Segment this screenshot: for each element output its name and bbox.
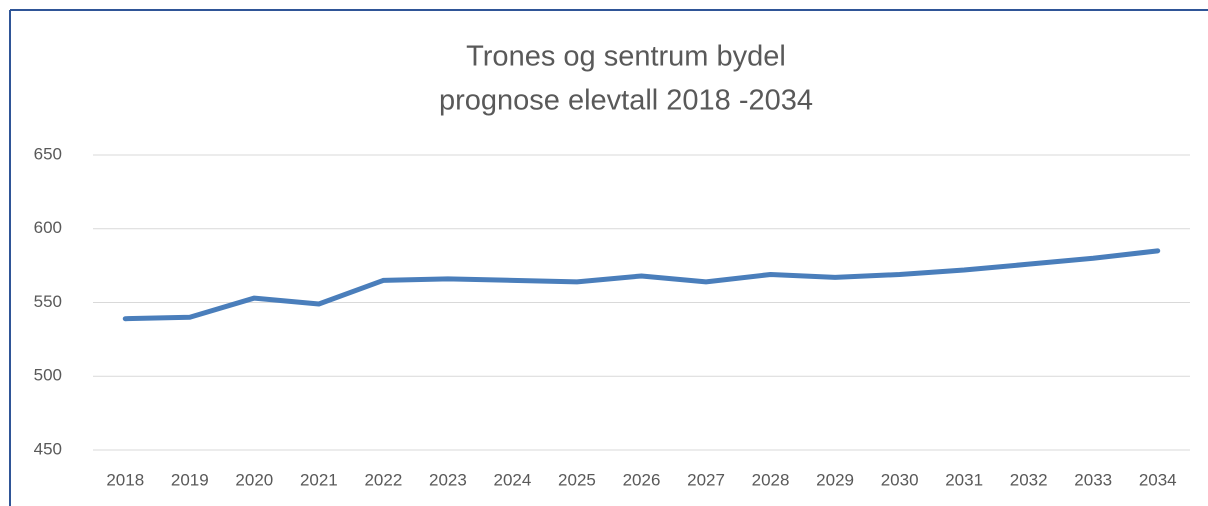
y-tick-label: 550 [34,292,62,311]
x-tick-label: 2022 [364,470,402,489]
x-tick-label: 2024 [494,470,532,489]
y-tick-label: 500 [34,366,62,385]
y-tick-label: 450 [34,439,62,458]
x-tick-label: 2025 [558,470,596,489]
x-tick-label: 2030 [881,470,919,489]
x-tick-label: 2029 [816,470,854,489]
chart-title: prognose elevtall 2018 -2034 [439,85,813,117]
x-tick-label: 2026 [623,470,661,489]
x-tick-label: 2031 [945,470,983,489]
y-tick-label: 600 [34,218,62,237]
x-tick-label: 2020 [235,470,273,489]
x-tick-label: 2018 [106,470,144,489]
x-tick-label: 2027 [687,470,725,489]
series-line [122,248,1161,322]
x-tick-label: 2033 [1074,470,1112,489]
x-tick-label: 2023 [429,470,467,489]
x-tick-label: 2019 [171,470,209,489]
x-tick-label: 2034 [1139,470,1177,489]
x-tick-label: 2032 [1010,470,1048,489]
chart-title: Trones og sentrum bydel [466,41,786,73]
x-tick-label: 2021 [300,470,338,489]
y-tick-label: 650 [34,144,62,163]
x-tick-label: 2028 [752,470,790,489]
